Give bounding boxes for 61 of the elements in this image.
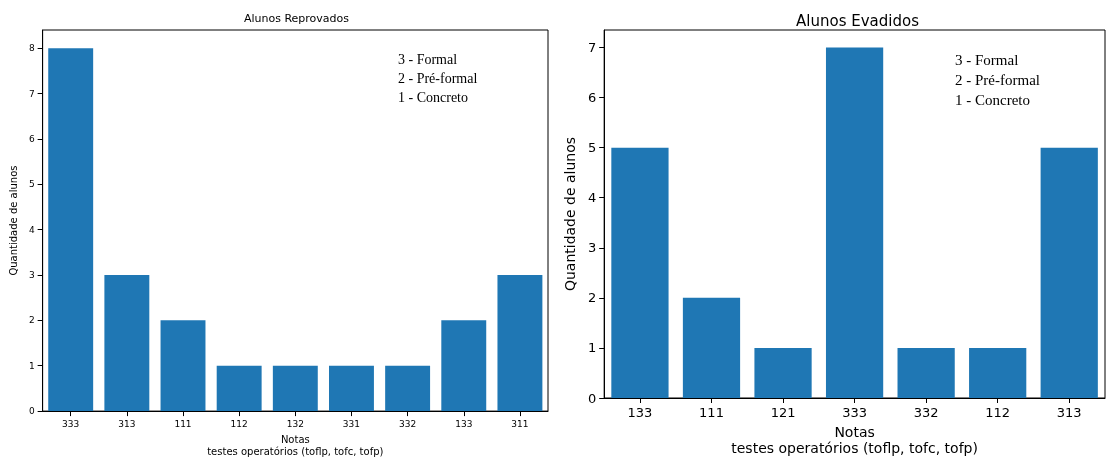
x-tick-label: 111 bbox=[174, 418, 192, 429]
x-tick-label: 112 bbox=[230, 418, 248, 429]
bar bbox=[969, 347, 1027, 398]
annotation: 1 - Concreto bbox=[955, 91, 1030, 108]
y-tick-label: 3 bbox=[587, 240, 597, 256]
y-tick-label: 2 bbox=[28, 315, 35, 326]
bar bbox=[1040, 147, 1098, 398]
y-tick-label: 8 bbox=[28, 43, 35, 54]
y-tick-label: 7 bbox=[28, 88, 35, 99]
bar bbox=[216, 365, 262, 412]
x-tick-label: 313 bbox=[118, 418, 136, 429]
y-tick-label: 4 bbox=[587, 190, 597, 206]
annotation: 1 - Concreto bbox=[398, 89, 468, 105]
chart-title: Alunos Reprovados bbox=[243, 12, 350, 25]
x-tick-label: 313 bbox=[1056, 405, 1082, 420]
x-tick-label: 133 bbox=[627, 405, 653, 420]
y-tick-label: 5 bbox=[587, 140, 597, 156]
x-tick-label: 311 bbox=[511, 418, 529, 429]
x-axis-title: Notas testes operatórios (toflp, tofc, tofp) bbox=[731, 423, 978, 456]
y-tick-label: 6 bbox=[587, 90, 597, 106]
x-tick-label: 112 bbox=[985, 405, 1011, 420]
x-tick-label: 333 bbox=[842, 405, 867, 420]
x-tick-label: 133 bbox=[455, 418, 473, 429]
y-tick-label: 3 bbox=[28, 269, 35, 280]
bar bbox=[329, 365, 374, 412]
y-tick-label: 0 bbox=[28, 406, 35, 417]
annotation: 2 - Pré-formal bbox=[955, 71, 1040, 88]
bar bbox=[497, 274, 543, 412]
y-tick-label: 2 bbox=[587, 290, 597, 306]
bar bbox=[160, 320, 206, 412]
bar bbox=[104, 274, 150, 412]
y-axis-title: Quantidade de alunos bbox=[562, 136, 578, 292]
bar bbox=[825, 47, 884, 398]
y-axis-title: Quantidade de alunos bbox=[7, 165, 19, 276]
x-tick-label: 333 bbox=[62, 418, 80, 429]
y-tick-label: 1 bbox=[587, 340, 597, 356]
y-tick-label: 0 bbox=[587, 390, 597, 406]
bar bbox=[754, 347, 812, 398]
x-tick-label: 332 bbox=[913, 405, 939, 420]
bar bbox=[385, 365, 431, 412]
bar bbox=[611, 147, 669, 398]
x-tick-label: 111 bbox=[699, 405, 724, 420]
x-tick-label: 332 bbox=[399, 418, 417, 429]
chart-title: Alunos Evadidos bbox=[796, 11, 920, 30]
y-tick-label: 1 bbox=[28, 360, 35, 371]
annotation: 3 - Formal bbox=[398, 51, 458, 67]
x-tick-label: 331 bbox=[342, 418, 361, 429]
y-tick-label: 7 bbox=[587, 40, 597, 56]
annotation: 2 - Pré-formal bbox=[398, 70, 478, 86]
bar bbox=[48, 48, 94, 412]
bar bbox=[897, 347, 955, 398]
y-tick-label: 5 bbox=[28, 179, 35, 190]
x-axis-title: Notas testes operatórios (toflp, tofc, tofp) bbox=[207, 433, 384, 457]
bar bbox=[272, 365, 318, 412]
bar bbox=[682, 297, 741, 398]
annotation: 3 - Formal bbox=[955, 51, 1019, 68]
x-tick-label: 132 bbox=[286, 418, 304, 429]
y-tick-label: 4 bbox=[28, 224, 35, 235]
bar bbox=[441, 320, 487, 412]
x-tick-label: 121 bbox=[770, 405, 796, 420]
y-tick-label: 6 bbox=[28, 133, 35, 144]
